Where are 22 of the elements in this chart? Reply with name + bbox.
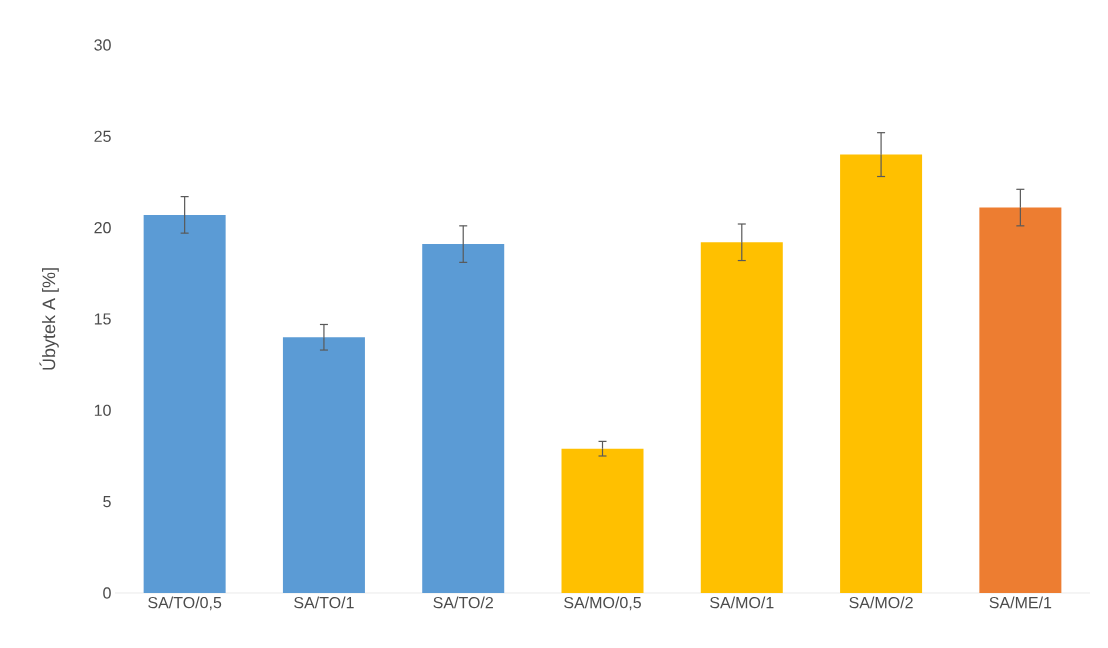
y-tick-label: 15 bbox=[94, 313, 111, 325]
bar bbox=[422, 244, 505, 593]
bar bbox=[143, 214, 226, 593]
y-tick-label: 25 bbox=[94, 130, 111, 142]
x-tick-label: SA/TO/2 bbox=[433, 596, 493, 609]
y-tick-label: 5 bbox=[103, 496, 111, 508]
y-tick-label: 30 bbox=[94, 39, 111, 51]
x-tick-label: SA/TO/0,5 bbox=[148, 596, 222, 611]
y-tick-label: 20 bbox=[94, 222, 111, 234]
y-tick-label: 0 bbox=[103, 587, 111, 599]
x-tick-label: SA/ME/1 bbox=[989, 596, 1052, 609]
bar bbox=[282, 337, 365, 593]
x-tick-label: SA/MO/0,5 bbox=[564, 596, 641, 611]
bar bbox=[561, 448, 644, 593]
x-tick-label: SA/TO/1 bbox=[294, 596, 354, 609]
bar bbox=[700, 242, 783, 593]
x-tick-label: SA/MO/2 bbox=[849, 596, 913, 609]
x-tick-label: SA/MO/1 bbox=[710, 596, 774, 609]
y-axis-title: Úbytek A [%] bbox=[39, 268, 59, 370]
y-tick-label: 10 bbox=[94, 404, 111, 416]
bar bbox=[979, 207, 1062, 593]
bar bbox=[840, 154, 923, 593]
